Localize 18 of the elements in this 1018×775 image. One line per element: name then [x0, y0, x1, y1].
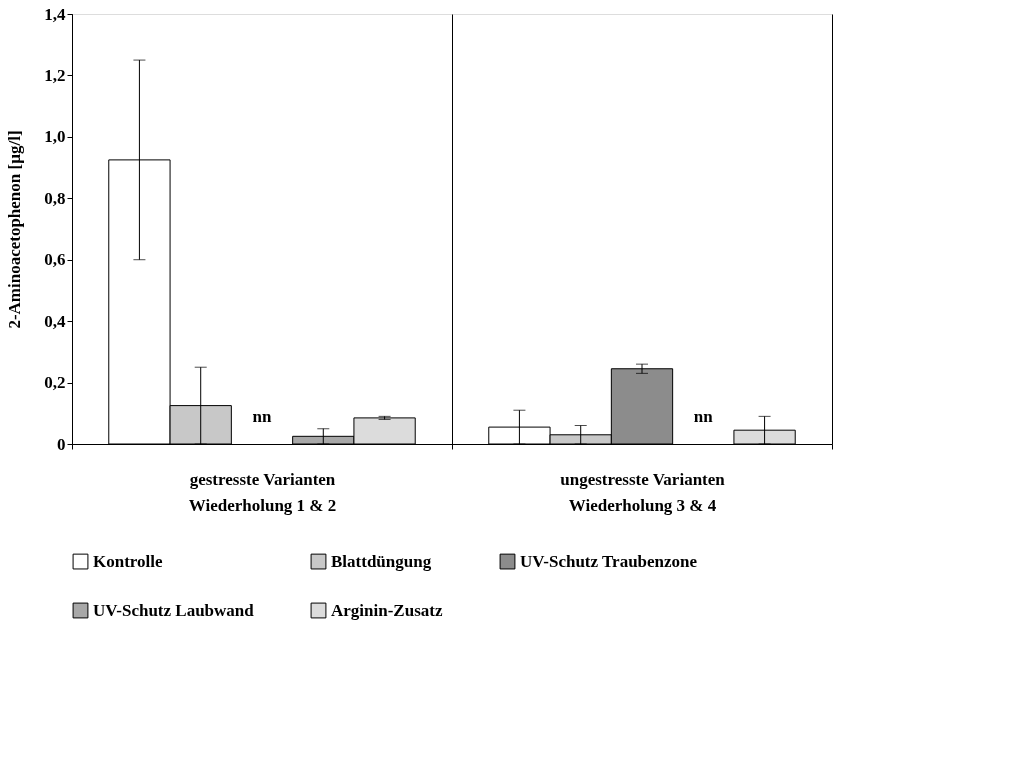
y-tick-label: 0 [57, 434, 66, 454]
x-tick-label: gestresste Varianten Wiederholung 1 & 2 [188, 469, 337, 515]
y-tick-label: 1,4 [44, 4, 66, 24]
y-tick-label: 0,4 [44, 311, 66, 331]
y-tick-label: 0,6 [44, 250, 66, 270]
y-tick-label: 0,2 [44, 373, 66, 393]
y-axis-title: 2-Aminoacetophenon [µg/l] [5, 130, 25, 329]
y-tick-label: 0,8 [44, 188, 66, 208]
y-tick-label: 1,2 [44, 65, 66, 85]
legend-label: Arginin-Zusatz [331, 600, 443, 620]
y-tick-label: 1,0 [44, 127, 66, 147]
x-tick-label: ungestresste Varianten Wiederholung 3 & 4 [560, 469, 726, 515]
legend-label: UV-Schutz Laubwand [93, 600, 255, 620]
legend-label: Kontrolle [93, 551, 164, 571]
annotation: nn [252, 407, 272, 426]
legend-label: UV-Schutz Traubenzone [520, 551, 698, 571]
legend-label: Blattdüngung [331, 551, 432, 571]
annotation: nn [693, 407, 714, 426]
